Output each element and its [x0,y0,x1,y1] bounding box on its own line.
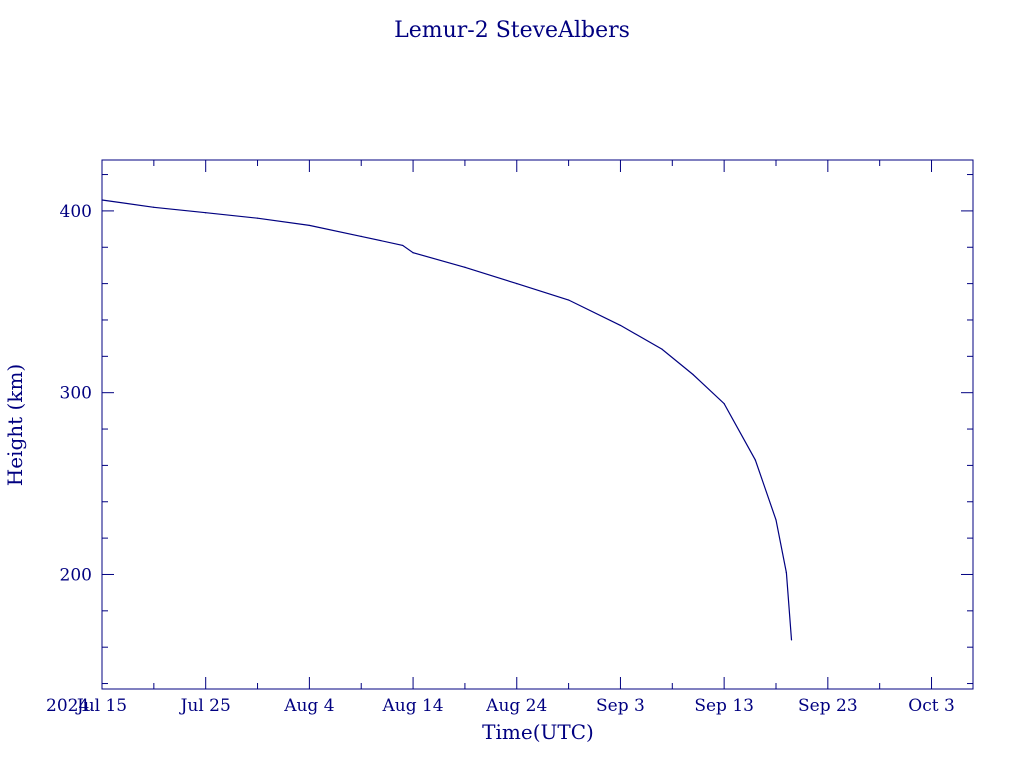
data-point [568,299,570,301]
series-line [101,199,793,640]
data-point [101,199,103,201]
x-tick-label: Jul 25 [179,696,231,716]
x-tick-label: Sep 23 [798,696,858,716]
data-point [790,639,793,641]
y-tick-label: 400 [60,202,92,222]
y-tick-label: 300 [60,384,92,404]
data-point [360,235,362,237]
data-point [412,252,414,254]
series-points [101,199,793,641]
data-point [153,206,155,208]
data-point [619,324,622,327]
data-point [661,348,663,350]
data-point [692,373,694,376]
y-axis-label: Height (km) [3,364,27,486]
data-point [723,402,725,405]
x-tick-label: Sep 13 [694,696,754,716]
x-axis: Jul 15 Jul 25 Aug 4 Aug 14 Aug 24 Sep 3 Sep 13… [75,160,955,716]
chart-title: Lemur-2 SteveAlbers [394,18,630,43]
x-axis-label: Time(UTC) [482,720,594,744]
data-point [256,217,259,219]
y-axis: 200 300 400 [60,174,973,685]
x-tick-label: Aug 4 [283,696,334,716]
x-tick-label: Aug 24 [485,696,547,716]
data-point [205,212,207,214]
plot-frame [101,159,974,690]
data-point [754,459,756,461]
data-point [308,224,310,227]
data-point [775,519,777,521]
data-point [785,572,787,574]
x-tick-label: Oct 3 [908,696,955,716]
data-point [464,266,466,268]
data-point [402,244,404,247]
x-axis-year-label: 2024 [46,696,89,716]
x-tick-label: Aug 14 [381,696,443,716]
x-tick-label: Jul 15 [75,696,127,716]
x-tick-label: Sep 3 [596,696,645,716]
data-point [516,283,518,285]
y-tick-label: 200 [60,565,92,585]
